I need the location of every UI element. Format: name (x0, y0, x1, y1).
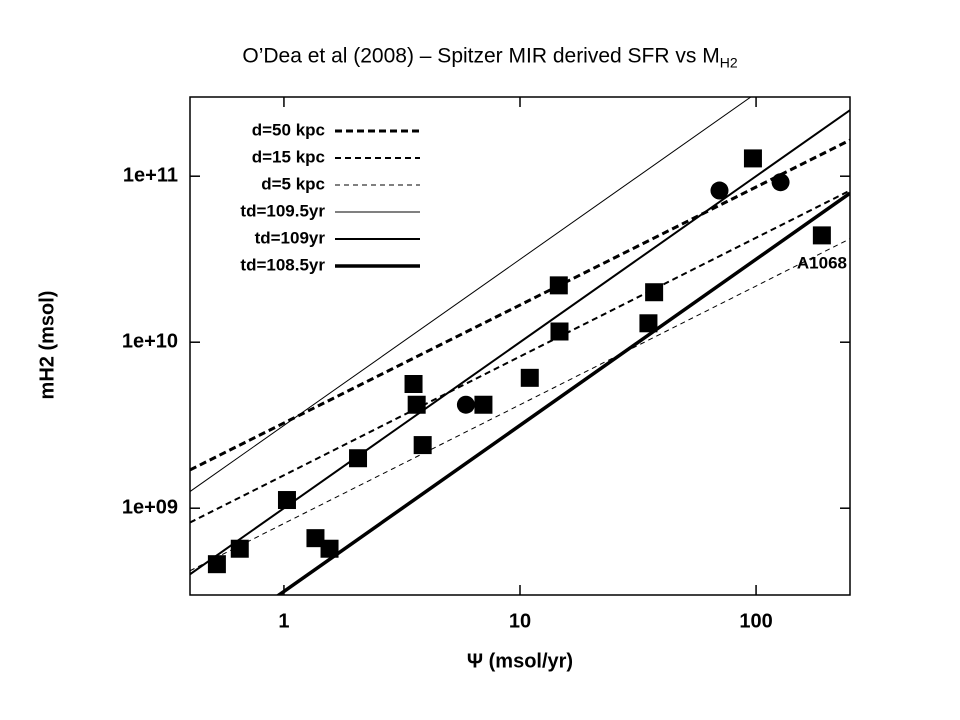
plot-area (190, 97, 850, 595)
legend-label: td=109yr (255, 228, 326, 247)
line-series (190, 238, 850, 572)
point (306, 529, 325, 548)
x-tick-label: 100 (739, 610, 772, 632)
legend-label: td=109.5yr (240, 201, 325, 220)
annotation: A1068 (797, 253, 847, 272)
point (407, 395, 426, 414)
point (207, 555, 226, 574)
y-tick-label: 1e+09 (122, 496, 178, 518)
legend-label: d=5 kpc (261, 174, 325, 193)
point (743, 149, 762, 168)
point (413, 436, 432, 455)
chart-title-subscript: H2 (720, 55, 738, 71)
y-tick-label: 1e+10 (122, 330, 178, 352)
plot-frame (189, 96, 851, 596)
y-tick-label: 1e+11 (123, 164, 178, 186)
point (549, 276, 568, 295)
point (645, 283, 664, 302)
legend-label: d=15 kpc (252, 147, 325, 166)
x-axis-label: Ψ (msol/yr) (467, 650, 573, 672)
chart-title: O’Dea et al (2008) – Spitzer MIR derived… (242, 45, 719, 68)
point (812, 226, 831, 245)
point (320, 539, 339, 558)
legend-label: td=108.5yr (240, 255, 325, 274)
line-series (190, 138, 850, 472)
x-tick-label: 10 (509, 610, 531, 632)
point (456, 395, 475, 414)
point (520, 368, 539, 387)
point (639, 314, 658, 333)
point (349, 449, 368, 468)
point (404, 375, 423, 394)
point (771, 173, 790, 192)
x-tick-label: 1 (278, 610, 289, 632)
y-axis-label: mH2 (msol) (36, 291, 58, 400)
point (550, 322, 569, 341)
line-series (190, 109, 850, 576)
line-series (275, 191, 850, 595)
point (230, 539, 249, 558)
point (710, 181, 729, 200)
legend-label: d=50 kpc (252, 120, 325, 139)
line-series (190, 189, 850, 524)
line-series (190, 97, 752, 492)
point (277, 491, 296, 510)
point (474, 395, 493, 414)
